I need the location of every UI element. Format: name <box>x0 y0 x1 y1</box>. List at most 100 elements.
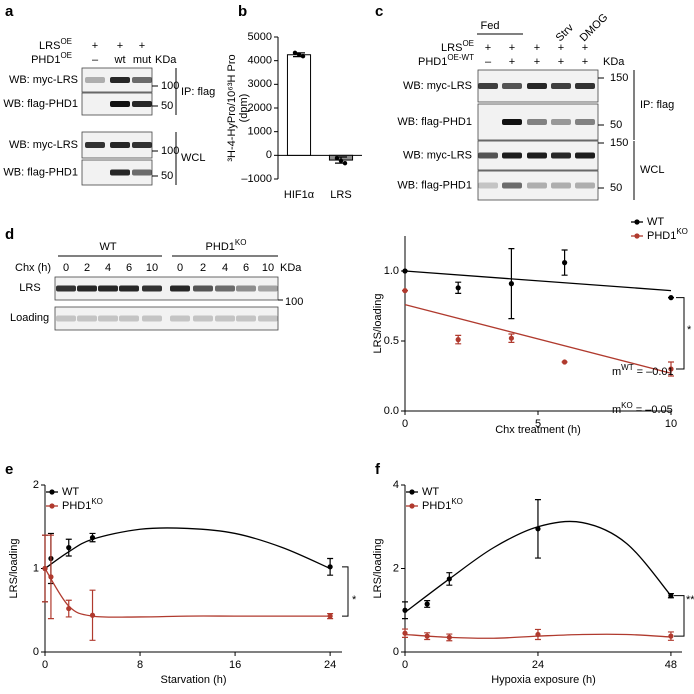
kda-label: KDa <box>155 54 177 66</box>
legend-label: PHD1KO <box>62 497 103 512</box>
legend-marker <box>634 233 640 239</box>
legend-label: WT <box>422 486 439 498</box>
data-point <box>668 633 674 639</box>
band <box>575 119 595 125</box>
data-point <box>562 260 568 266</box>
marker-label: 50 <box>610 182 622 194</box>
significance-bracket <box>342 566 349 617</box>
band <box>132 77 152 83</box>
legend-label: PHD1KO <box>647 227 688 242</box>
x-axis-label: Chx treatment (h) <box>495 424 581 436</box>
x-tick-label: 16 <box>229 659 241 671</box>
y-tick-label: 2 <box>33 479 39 491</box>
blot <box>54 276 279 301</box>
x-tick-label: LRS <box>330 189 351 201</box>
data-point <box>402 630 408 636</box>
group-label: WT <box>99 241 116 253</box>
y-axis-label: LRS/loading <box>372 294 384 354</box>
data-point <box>508 335 514 341</box>
band <box>132 142 152 148</box>
group-label: IP: flag <box>640 99 674 111</box>
legend-label-text: PHD1 <box>647 230 676 242</box>
wb-label: WB: flag-PHD1 <box>3 166 78 178</box>
fit-line <box>404 303 672 374</box>
row-label-sup: OE-WT <box>447 53 474 62</box>
y-tick-label: 0.0 <box>384 405 399 417</box>
band <box>527 152 547 159</box>
band <box>119 315 139 322</box>
legend-marker <box>49 503 55 509</box>
band <box>110 142 130 148</box>
legend-label: WT <box>647 216 664 228</box>
legend-label-sup: KO <box>91 497 103 506</box>
x-tick-label: 0 <box>402 659 408 671</box>
marker-label: 50 <box>610 119 622 131</box>
band <box>77 315 97 322</box>
band <box>478 83 498 89</box>
x-axis-label: Starvation (h) <box>160 674 226 686</box>
lane-label: – <box>92 54 99 66</box>
lane-label: + <box>534 42 540 54</box>
band <box>551 152 571 159</box>
annotation-text: m <box>612 404 621 416</box>
significance-bracket <box>676 297 685 370</box>
marker-label: 150 <box>610 137 628 149</box>
band <box>56 315 76 322</box>
band <box>478 152 498 159</box>
y-tick-label: 1 <box>33 562 39 574</box>
x-tick-label: 5 <box>535 418 541 430</box>
marker-label: 100 <box>161 80 179 92</box>
group-label-text: PHD1 <box>206 241 235 253</box>
band <box>258 315 278 322</box>
data-point <box>535 526 541 532</box>
lane-label: 4 <box>222 262 228 274</box>
annotation-sup: WT <box>621 363 634 372</box>
legend-marker <box>409 489 415 495</box>
lane-label: + <box>534 56 540 68</box>
wb-label: WB: flag-PHD1 <box>397 116 472 128</box>
band <box>170 285 190 292</box>
band <box>502 83 522 89</box>
marker-label: 50 <box>161 170 173 182</box>
y-tick-label: 1.0 <box>384 265 399 277</box>
data-point <box>300 53 306 59</box>
band <box>119 285 139 292</box>
band <box>502 182 522 189</box>
band <box>142 315 162 322</box>
band <box>142 285 162 292</box>
y-tick-label: –1000 <box>241 173 272 185</box>
annotation: * <box>687 324 692 336</box>
band <box>551 83 571 89</box>
row-label: LRSOE <box>39 37 72 52</box>
band <box>85 77 105 83</box>
data-point <box>42 565 48 572</box>
band <box>236 285 256 292</box>
wb-label: WB: myc-LRS <box>403 80 472 92</box>
lane-label: 4 <box>105 262 111 274</box>
x-tick-label: 24 <box>324 659 336 671</box>
wb-label: WB: flag-PHD1 <box>397 179 472 191</box>
legend-label-text: PHD1 <box>62 500 91 512</box>
data-point <box>296 52 302 57</box>
fit-line <box>44 568 331 618</box>
band <box>502 119 522 125</box>
lane-label: + <box>558 56 564 68</box>
x-tick-label: HIF1α <box>284 189 315 201</box>
band <box>193 315 213 322</box>
wb-label: WB: myc-LRS <box>9 139 78 151</box>
group-label: WCL <box>640 164 664 176</box>
y-tick-label: 4 <box>393 479 399 491</box>
lane-label: wt <box>114 54 126 66</box>
y-tick-label: 0 <box>33 646 39 658</box>
lane-label: 2 <box>200 262 206 274</box>
band <box>98 285 118 292</box>
band <box>551 182 571 189</box>
band <box>132 101 152 107</box>
y-axis-label: ³H-4-HyPro/10⁶³H Pro <box>226 54 238 161</box>
marker-label: 150 <box>610 72 628 84</box>
y-tick-label: 0 <box>266 149 272 161</box>
row-label-text: PHD1 <box>31 54 60 66</box>
band <box>236 315 256 322</box>
data-point <box>327 613 333 619</box>
